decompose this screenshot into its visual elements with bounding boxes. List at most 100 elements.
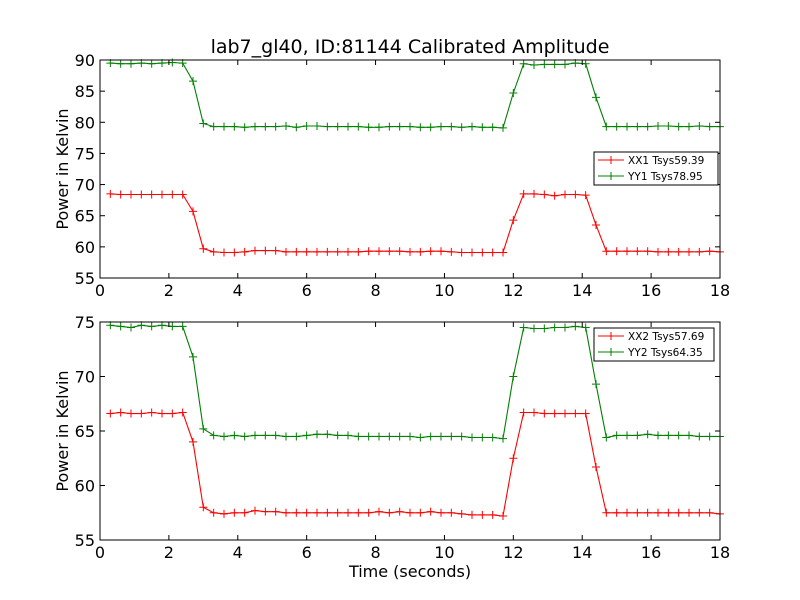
data-point bbox=[137, 409, 146, 418]
data-point bbox=[282, 432, 290, 441]
data-point bbox=[633, 122, 642, 131]
data-point bbox=[519, 189, 528, 198]
data-point bbox=[499, 434, 507, 443]
data-point bbox=[488, 248, 497, 257]
data-point bbox=[695, 247, 704, 256]
x-tick-label: 18 bbox=[710, 281, 730, 300]
data-point bbox=[654, 122, 662, 131]
data-point bbox=[550, 60, 559, 69]
data-point bbox=[406, 508, 414, 517]
data-point bbox=[509, 89, 518, 98]
data-point bbox=[581, 409, 590, 418]
data-point bbox=[240, 508, 249, 517]
data-point bbox=[654, 247, 662, 256]
data-point bbox=[375, 432, 383, 441]
data-point bbox=[158, 190, 166, 199]
data-point bbox=[592, 462, 600, 471]
data-point bbox=[602, 247, 611, 256]
data-point bbox=[519, 408, 528, 417]
data-point bbox=[395, 507, 404, 516]
data-point bbox=[457, 509, 466, 518]
data-point bbox=[550, 191, 559, 200]
data-point bbox=[437, 508, 445, 517]
y-tick-label: 60 bbox=[75, 477, 95, 496]
data-point bbox=[643, 247, 652, 256]
data-point bbox=[168, 409, 177, 418]
data-point bbox=[333, 122, 342, 131]
data-point bbox=[478, 433, 487, 442]
series-line-2 bbox=[110, 61, 720, 129]
data-point bbox=[685, 431, 693, 440]
data-point bbox=[364, 123, 373, 132]
data-point bbox=[457, 123, 466, 132]
data-point bbox=[168, 190, 177, 199]
data-point bbox=[695, 122, 704, 131]
data-point bbox=[602, 433, 611, 442]
x-tick-label: 12 bbox=[503, 281, 523, 300]
legend-label-1: XX1 Tsys59.39 bbox=[628, 155, 704, 167]
data-point bbox=[344, 508, 352, 517]
x-tick-label: 14 bbox=[572, 543, 592, 562]
data-point bbox=[240, 432, 249, 441]
data-point bbox=[530, 189, 538, 198]
data-point bbox=[571, 409, 580, 418]
data-point bbox=[116, 59, 125, 68]
data-point bbox=[705, 122, 714, 131]
data-point bbox=[705, 432, 714, 441]
data-point bbox=[251, 122, 259, 131]
data-point bbox=[426, 432, 435, 441]
data-point bbox=[302, 122, 311, 131]
x-tick-label: 2 bbox=[164, 543, 174, 562]
data-point bbox=[147, 190, 156, 199]
data-point bbox=[158, 321, 166, 330]
data-point bbox=[478, 248, 487, 257]
data-point bbox=[209, 508, 218, 517]
data-point bbox=[158, 409, 166, 418]
data-point bbox=[530, 408, 538, 417]
top-plot: 0 2 4 6 8 10 12 14 16 18 55 60 65 70 75 80 85 90 Power in … bbox=[53, 51, 730, 300]
data-point bbox=[127, 190, 135, 199]
data-point bbox=[664, 247, 673, 256]
x-tick-label: 4 bbox=[233, 543, 243, 562]
data-point bbox=[550, 409, 559, 418]
data-point bbox=[571, 190, 580, 199]
data-point bbox=[540, 190, 549, 199]
data-point bbox=[106, 321, 115, 330]
x-tick-label: 18 bbox=[710, 543, 730, 562]
data-point bbox=[633, 508, 642, 517]
data-point bbox=[147, 59, 156, 68]
data-point bbox=[209, 247, 218, 256]
data-point bbox=[344, 247, 352, 256]
data-point bbox=[230, 431, 239, 440]
data-point bbox=[623, 508, 631, 517]
data-point bbox=[695, 508, 704, 517]
data-point bbox=[199, 424, 208, 433]
data-point bbox=[395, 432, 404, 441]
data-point bbox=[116, 190, 125, 199]
data-point bbox=[561, 409, 569, 418]
data-point bbox=[282, 508, 290, 517]
data-point bbox=[168, 322, 177, 331]
data-point bbox=[375, 247, 383, 256]
data-point bbox=[447, 122, 456, 131]
data-point bbox=[664, 508, 673, 517]
data-point bbox=[705, 247, 714, 256]
x-tick-label: 8 bbox=[370, 543, 380, 562]
data-point bbox=[623, 122, 631, 131]
data-point bbox=[581, 59, 590, 68]
y-tick-label: 75 bbox=[75, 313, 95, 332]
data-point bbox=[220, 248, 228, 257]
data-point bbox=[127, 59, 135, 68]
data-point bbox=[323, 508, 332, 517]
data-point bbox=[571, 322, 580, 331]
data-point bbox=[251, 506, 259, 515]
data-point bbox=[375, 507, 383, 516]
data-point bbox=[509, 372, 518, 381]
data-point bbox=[406, 122, 414, 131]
data-point bbox=[333, 431, 342, 440]
data-point bbox=[261, 431, 270, 440]
data-point bbox=[612, 508, 621, 517]
data-point bbox=[261, 122, 270, 131]
data-point bbox=[592, 380, 600, 389]
